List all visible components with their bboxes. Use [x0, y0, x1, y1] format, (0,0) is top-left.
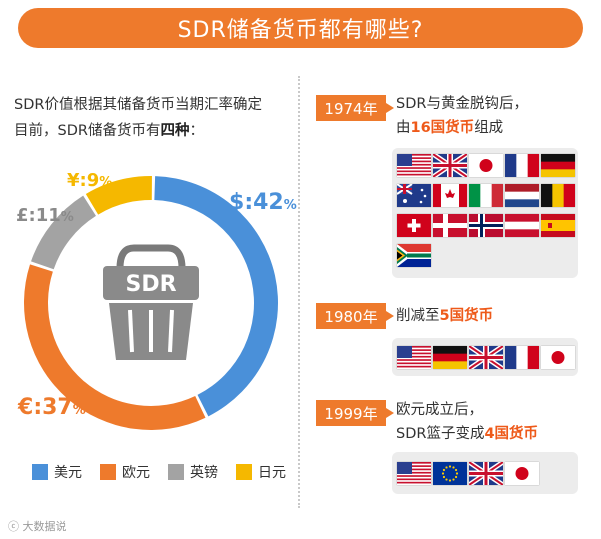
- jpy-share-label: ¥:9%: [67, 170, 113, 191]
- gbp-value: 11: [35, 205, 61, 226]
- intro-line-2-suffix: ：: [189, 123, 204, 139]
- column-divider: [298, 76, 300, 508]
- event-1999: 欧元成立后， SDR篮子变成4国货币: [396, 398, 538, 446]
- year-label: 1980年: [324, 307, 378, 326]
- legend-label: 日元: [258, 465, 286, 481]
- intro-line-2: 目前，SDR储备货币有四种：: [14, 118, 296, 144]
- intro-line-1: SDR价值根据其储备货币当期汇率确定: [14, 97, 262, 113]
- eur-symbol: €: [18, 395, 34, 420]
- event-line: SDR篮子变成4国货币: [396, 422, 538, 446]
- flag-uk-icon: [469, 462, 503, 485]
- eur-value: 37: [42, 395, 73, 420]
- flag-fr-icon: [505, 346, 539, 369]
- legend-swatch: [32, 464, 48, 480]
- event-highlight: 4国货币: [484, 426, 539, 442]
- flag-jp-icon: [469, 154, 503, 177]
- intro-count: 四种: [160, 123, 190, 139]
- event-line: 欧元成立后，: [396, 402, 483, 418]
- legend-swatch: [236, 464, 252, 480]
- legend-label: 美元: [54, 465, 82, 481]
- flag-dk-icon: [433, 214, 467, 237]
- flag-us-icon: [397, 154, 431, 177]
- donut-slice-jpy: [85, 176, 152, 215]
- event-suffix: 组成: [474, 120, 504, 136]
- flag-nl-icon: [505, 184, 539, 207]
- legend-item-gbp: 英镑: [168, 462, 218, 482]
- flag-de-icon: [541, 154, 575, 177]
- flag-no-icon: [469, 214, 503, 237]
- flag-za-icon: [397, 244, 431, 267]
- legend-label: 欧元: [122, 465, 150, 481]
- year-tag-1999: 1999年: [316, 400, 394, 426]
- gbp-share-label: £:11%: [16, 205, 74, 226]
- event-line: SDR与黄金脱钩后，: [396, 96, 528, 112]
- flag-panel-1999: [392, 452, 578, 494]
- page-title: SDR储备货币都有哪些?: [177, 18, 424, 43]
- watermark-text: 大数据说: [22, 520, 67, 533]
- flag-ch-icon: [397, 214, 431, 237]
- event-highlight: 16国货币: [410, 120, 475, 136]
- chart-legend: 美元 欧元 英镑 日元: [32, 462, 286, 482]
- flag-es-icon: [541, 214, 575, 237]
- flag-jp-icon: [505, 462, 539, 485]
- usd-value: 42: [253, 190, 284, 215]
- eur-share-label: €:37%: [18, 395, 86, 420]
- flag-us-icon: [397, 462, 431, 485]
- event-prefix: SDR篮子变成: [396, 426, 485, 442]
- flag-fr-icon: [505, 154, 539, 177]
- legend-swatch: [100, 464, 116, 480]
- basket-label: SDR: [125, 272, 176, 297]
- jpy-symbol: ¥: [67, 170, 80, 191]
- event-prefix: 削减至: [396, 308, 440, 324]
- year-tag-1974: 1974年: [316, 95, 394, 121]
- flag-panel-1974: [392, 148, 578, 278]
- donut-slice-eur: [23, 264, 206, 431]
- flag-us-icon: [397, 346, 431, 369]
- intro-text: SDR价值根据其储备货币当期汇率确定 目前，SDR储备货币有四种：: [14, 92, 296, 144]
- year-tag-1980: 1980年: [316, 303, 394, 329]
- flag-uk-icon: [469, 346, 503, 369]
- flag-be-icon: [541, 184, 575, 207]
- flag-at-icon: [505, 214, 539, 237]
- flag-eu-icon: [433, 462, 467, 485]
- event-line: 由16国货币组成: [396, 116, 528, 140]
- year-label: 1999年: [324, 404, 378, 423]
- watermark: ⓒ 大数据说: [8, 520, 67, 533]
- donut-slice-gbp: [31, 195, 96, 270]
- flag-au-icon: [397, 184, 431, 207]
- event-line: 削减至5国货币: [396, 304, 493, 328]
- legend-item-usd: 美元: [32, 462, 82, 482]
- flag-it-icon: [469, 184, 503, 207]
- jpy-value: 9: [86, 170, 100, 191]
- flag-ca-icon: [433, 184, 467, 207]
- flag-de-icon: [433, 346, 467, 369]
- event-highlight: 5国货币: [439, 308, 494, 324]
- flag-panel-1980: [392, 338, 578, 376]
- gbp-symbol: £: [16, 205, 29, 226]
- donut-chart: SDR: [23, 176, 278, 431]
- event-prefix: 由: [396, 120, 411, 136]
- legend-item-jpy: 日元: [236, 462, 286, 482]
- intro-line-2-prefix: 目前，SDR储备货币有: [14, 123, 161, 139]
- flag-jp-icon: [541, 346, 575, 369]
- flag-uk-icon: [433, 154, 467, 177]
- legend-swatch: [168, 464, 184, 480]
- year-label: 1974年: [324, 99, 378, 118]
- basket-icon: SDR: [103, 244, 199, 360]
- title-banner: SDR储备货币都有哪些?: [18, 8, 583, 48]
- usd-symbol: $: [229, 190, 245, 215]
- usd-share-label: $:42%: [229, 190, 297, 215]
- donut-slice-usd: [154, 176, 278, 417]
- legend-item-eur: 欧元: [100, 462, 150, 482]
- event-1980: 削减至5国货币: [396, 304, 493, 328]
- event-1974: SDR与黄金脱钩后， 由16国货币组成: [396, 92, 528, 140]
- legend-label: 英镑: [190, 465, 218, 481]
